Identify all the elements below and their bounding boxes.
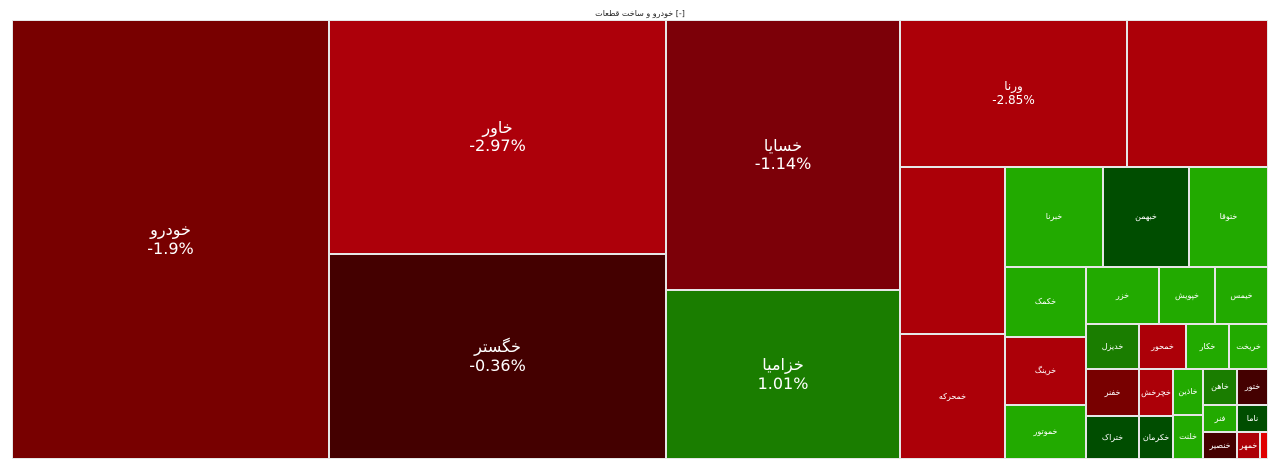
treemap-tile[interactable]: خپویش [1159, 267, 1215, 324]
tile-label: خپویش [1175, 290, 1199, 300]
tile-label: خگستر [474, 337, 521, 357]
tile-change: -1.14% [754, 154, 812, 173]
treemap-tile[interactable]: خبرنا [1005, 167, 1103, 267]
treemap-tile[interactable] [1127, 20, 1268, 167]
treemap-tile[interactable]: خرینگ [1005, 337, 1086, 405]
tile-label: خسایا [763, 135, 803, 155]
treemap-tile[interactable]: خلنت [1173, 415, 1203, 459]
treemap-tile[interactable]: خفنر [1086, 369, 1139, 416]
tile-label: خدیزل [1101, 341, 1124, 351]
treemap-tile[interactable]: خکمک [1005, 267, 1086, 337]
treemap-tile[interactable]: خاذین [1173, 369, 1203, 415]
tile-label: خکار [1199, 341, 1216, 351]
treemap-tile[interactable]: خودرو -1.9% [12, 20, 329, 459]
treemap-tile[interactable]: خموتور [1005, 405, 1086, 459]
tile-label: خاور [482, 117, 513, 137]
treemap-tile[interactable]: خچرخش [1139, 369, 1173, 416]
tile-label: ورنا [1004, 78, 1023, 93]
treemap-tile[interactable]: خزامیا 1.01% [666, 290, 900, 459]
treemap-tile[interactable]: خدیزل [1086, 324, 1139, 369]
tile-change: 1.01% [757, 373, 809, 393]
treemap-tile[interactable]: خنصیر [1203, 432, 1237, 459]
tile-label: خمحرکه [938, 391, 967, 401]
tile-label: خموتور [1033, 427, 1058, 437]
treemap-tile[interactable]: ختور [1237, 369, 1268, 405]
treemap-tile[interactable]: خسایا -1.14% [666, 20, 900, 290]
tile-change: -1.9% [147, 238, 194, 258]
treemap-tile[interactable]: ناما [1237, 405, 1268, 432]
tile-label: خریخت [1236, 341, 1261, 351]
tile-label: خاهن [1211, 382, 1229, 392]
tile-change: -2.97% [469, 136, 526, 155]
treemap-tile[interactable]: خکرمان [1139, 416, 1173, 459]
tile-label: خرینگ [1034, 366, 1057, 376]
treemap-tile[interactable]: خمحور [1139, 324, 1186, 369]
tile-label: خنصیر [1209, 440, 1231, 450]
tile-label: خزامیا [762, 355, 804, 375]
treemap-tile[interactable]: خاور -2.97% [329, 20, 666, 254]
tile-label: خچرخش [1141, 387, 1171, 397]
tile-label: خاذین [1178, 387, 1198, 397]
tile-label: خزر [1115, 290, 1130, 300]
tile-label: خمهر [1239, 440, 1258, 450]
tile-label: خلنت [1179, 432, 1197, 442]
tile-label: خبهمن [1135, 212, 1157, 222]
treemap-tile[interactable]: خمحرکه [900, 334, 1005, 459]
treemap-tile[interactable]: فنر [1203, 405, 1237, 432]
treemap-tile[interactable]: ختراک [1086, 416, 1139, 459]
treemap-title: خودرو و ساخت قطعات [-] [12, 8, 1268, 20]
tile-change: -2.85% [992, 92, 1035, 107]
treemap-tile[interactable]: خیمس [1215, 267, 1268, 324]
tile-label: خکرمان [1142, 432, 1170, 442]
treemap-tile[interactable] [900, 167, 1005, 334]
treemap-tile[interactable]: خکار [1186, 324, 1229, 369]
tile-label: ناما [1246, 413, 1259, 423]
tile-label: ختور [1244, 382, 1261, 392]
tile-label: خودرو [150, 220, 191, 240]
tile-label: فنر [1214, 413, 1226, 423]
treemap-tile[interactable]: خاهن [1203, 369, 1237, 405]
treemap-tile[interactable]: خمهر [1237, 432, 1260, 459]
treemap-tile[interactable] [1260, 432, 1268, 459]
tile-label: ختراک [1101, 432, 1124, 442]
tile-label: خفنر [1104, 387, 1121, 397]
treemap-tile[interactable]: خریخت [1229, 324, 1268, 369]
tile-change: -0.36% [469, 355, 526, 375]
treemap-tile[interactable]: خزر [1086, 267, 1159, 324]
tile-label: خبرنا [1045, 212, 1063, 222]
treemap-tile[interactable]: خبهمن [1103, 167, 1189, 267]
treemap-tile[interactable]: ختوقا [1189, 167, 1268, 267]
tile-label: خمحور [1151, 341, 1174, 351]
tile-label: خکمک [1034, 297, 1057, 307]
treemap-tile[interactable]: ورنا -2.85% [900, 20, 1127, 167]
tile-label: ختوقا [1219, 212, 1238, 222]
tile-label: خیمس [1230, 290, 1253, 300]
treemap-tile[interactable]: خگستر -0.36% [329, 254, 666, 459]
